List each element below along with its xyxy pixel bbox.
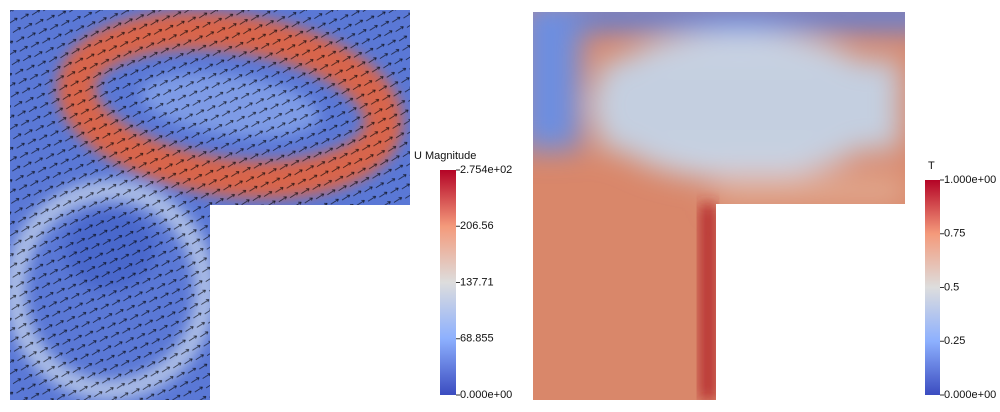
tick-label: 1.000e+00	[944, 174, 996, 186]
tick-label: 137.71	[460, 276, 494, 288]
colorbar: U Magnitude 0.000e+00 68.855 137.71 206.56 2…	[414, 150, 512, 401]
colorbar-title: U Magnitude	[414, 150, 476, 162]
colorbar-title: T	[928, 160, 935, 172]
tick-label: 68.855	[460, 333, 494, 345]
colorbar: T 0.000e+00 0.25 0.5 0.75 1.000e+00	[925, 160, 996, 401]
tick-label: 0.25	[944, 335, 965, 347]
tick-label: 0.5	[944, 281, 959, 293]
tick-label: 0.000e+00	[460, 389, 512, 401]
tick-label: 0.75	[944, 228, 965, 240]
colorbar-gradient	[440, 170, 456, 395]
temperature-field	[520, 0, 933, 400]
velocity-field	[10, 10, 410, 400]
page: U Magnitude 0.000e+00 68.855 137.71 206.56 2…	[0, 0, 1000, 407]
tick-label: 206.56	[460, 220, 494, 232]
tick-label: 0.000e+00	[944, 389, 996, 401]
colorbar-gradient	[925, 180, 940, 395]
tick-label: 2.754e+02	[460, 164, 512, 176]
